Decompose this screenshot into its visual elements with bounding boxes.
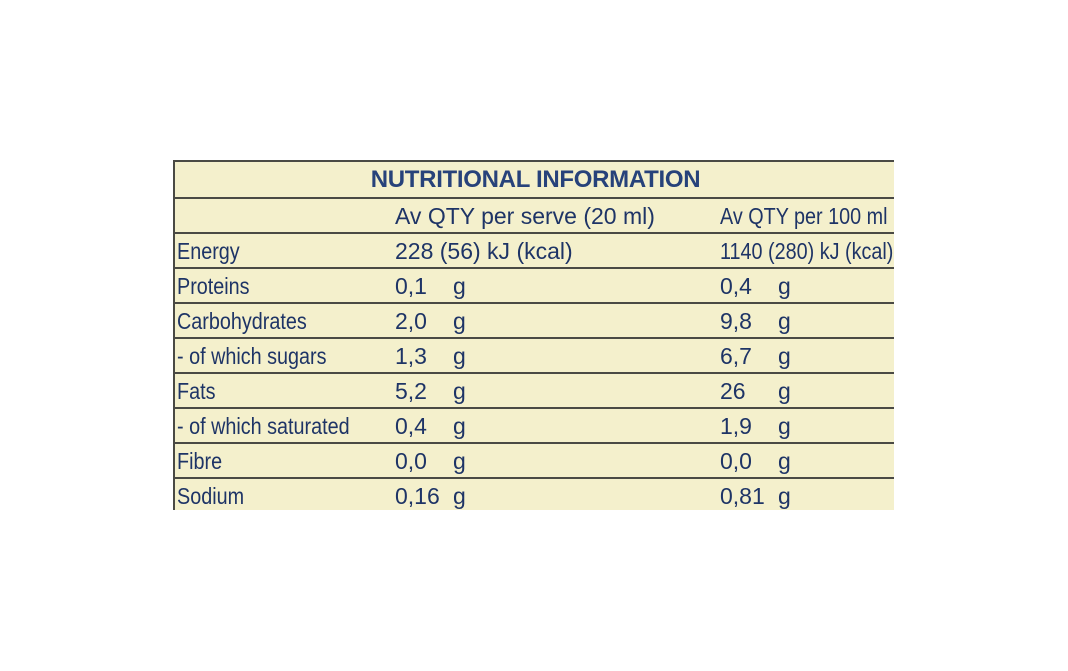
value-per-100: 1,9 (720, 413, 752, 439)
value-per-100-cell: 6,7 g (720, 339, 894, 372)
header-per-serve: Av QTY per serve (20 ml) (395, 203, 655, 229)
nutrient-name: Fibre (177, 448, 223, 474)
value-per-serve: 0,16 (395, 483, 440, 509)
value-per-100-cell: 1,9 g (720, 409, 894, 442)
value-per-100-cell: 0,4 g (720, 269, 894, 302)
value-per-serve: 2,0 (395, 308, 427, 334)
value-per-100: 1140 (280) kJ (kcal) (720, 238, 894, 264)
label-title: NUTRITIONAL INFORMATION (175, 162, 894, 199)
value-per-serve-cell: 228 (56) kJ (kcal) (395, 234, 715, 267)
value-per-100-cell: 1140 (280) kJ (kcal) (720, 234, 894, 267)
unit-per-100: g (778, 308, 791, 334)
value-per-serve-cell: 0,0 g (395, 444, 715, 477)
unit-per-serve: g (453, 483, 466, 509)
nutrient-name: - of which saturated (177, 413, 350, 439)
value-per-serve-cell: 1,3 g (395, 339, 715, 372)
unit-per-serve: g (453, 273, 466, 299)
value-per-100: 0,81 (720, 483, 765, 509)
value-per-serve: 228 (56) kJ (kcal) (395, 238, 573, 264)
unit-per-100: g (778, 378, 791, 404)
value-per-100: 9,8 (720, 308, 752, 334)
unit-per-100: g (778, 273, 791, 299)
unit-per-100: g (778, 483, 791, 509)
value-per-100-cell: 0,0 g (720, 444, 894, 477)
table-row: - of which saturated 0,4 g 1,9 g (175, 409, 894, 444)
table-row: Sodium 0,16 g 0,81 g (175, 479, 894, 510)
nutrient-name: Energy (177, 238, 240, 264)
header-row: Av QTY per serve (20 ml) Av QTY per 100 … (175, 199, 894, 234)
value-per-serve: 0,1 (395, 273, 427, 299)
value-per-serve: 0,4 (395, 413, 427, 439)
value-per-100-cell: 0,81 g (720, 479, 894, 510)
value-per-serve-cell: 0,4 g (395, 409, 715, 442)
value-per-serve: 5,2 (395, 378, 427, 404)
nutrient-name: Fats (177, 378, 216, 404)
table-row: Fibre 0,0 g 0,0 g (175, 444, 894, 479)
value-per-serve: 1,3 (395, 343, 427, 369)
nutrient-name: Proteins (177, 273, 250, 299)
unit-per-100: g (778, 343, 791, 369)
unit-per-serve: g (453, 378, 466, 404)
table-row: Proteins 0,1 g 0,4 g (175, 269, 894, 304)
value-per-100: 26 (720, 378, 746, 404)
value-per-serve-cell: 0,16 g (395, 479, 715, 510)
nutrient-name: Carbohydrates (177, 308, 307, 334)
value-per-serve: 0,0 (395, 448, 427, 474)
value-per-100: 0,4 (720, 273, 752, 299)
value-per-100: 6,7 (720, 343, 752, 369)
table-row: Energy 228 (56) kJ (kcal) 1140 (280) kJ … (175, 234, 894, 269)
table-row: Carbohydrates 2,0 g 9,8 g (175, 304, 894, 339)
unit-per-serve: g (453, 308, 466, 334)
nutrient-name: Sodium (177, 483, 245, 509)
unit-per-100: g (778, 448, 791, 474)
value-per-serve-cell: 2,0 g (395, 304, 715, 337)
unit-per-serve: g (453, 448, 466, 474)
unit-per-100: g (778, 413, 791, 439)
value-per-serve-cell: 0,1 g (395, 269, 715, 302)
unit-per-serve: g (453, 413, 466, 439)
table-row: - of which sugars 1,3 g 6,7 g (175, 339, 894, 374)
value-per-100-cell: 26 g (720, 374, 894, 407)
value-per-100-cell: 9,8 g (720, 304, 894, 337)
nutrition-label: NUTRITIONAL INFORMATION Av QTY per serve… (173, 160, 894, 510)
header-nutrient (177, 199, 359, 232)
table-row: Fats 5,2 g 26 g (175, 374, 894, 409)
header-per-100: Av QTY per 100 ml (720, 203, 888, 229)
unit-per-serve: g (453, 343, 466, 369)
nutrient-name: - of which sugars (177, 343, 327, 369)
value-per-serve-cell: 5,2 g (395, 374, 715, 407)
header-per-100-cell: Av QTY per 100 ml (720, 199, 894, 232)
value-per-100: 0,0 (720, 448, 752, 474)
